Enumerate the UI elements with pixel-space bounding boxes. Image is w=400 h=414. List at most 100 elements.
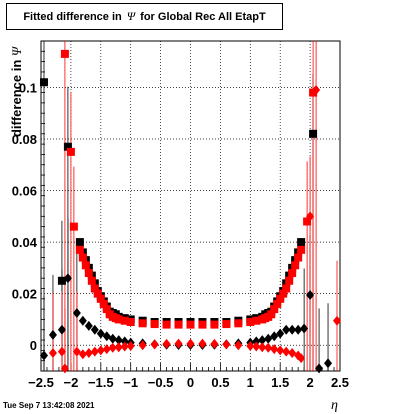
data-point [114,315,123,324]
data-point [126,318,135,327]
data-point [297,238,306,247]
data-point [294,324,303,335]
data-point [291,261,300,270]
x-tick-label: 1 [247,375,254,390]
chart-title-suffix: for Global Rec All EtapT [140,10,266,23]
data-point [309,129,318,138]
y-tick-label: 0.08 [12,132,37,147]
data-point [198,338,207,349]
data-point [288,347,297,358]
data-point [72,307,81,318]
y-tick-label: 0.04 [12,235,38,250]
data-point [270,331,279,342]
data-point [102,344,111,355]
data-point [267,310,276,319]
data-point [81,261,90,270]
data-point [303,217,312,226]
data-point [210,338,219,349]
data-point [288,269,297,278]
y-tick-label: 0.06 [12,184,37,199]
data-point [222,320,231,329]
data-point [150,339,159,350]
data-point [258,342,267,353]
chart-title-symbol: Ψ [126,9,136,23]
data-point [294,253,303,262]
chart-title-prefix: Fitted difference in [23,10,122,23]
data-point [234,340,243,351]
data-point [273,299,282,308]
data-point [333,315,342,326]
data-point [210,320,219,329]
data-point [84,320,93,331]
data-point [297,353,306,364]
x-tick-label: 2 [306,375,313,390]
data-point [87,276,96,285]
data-point [297,245,306,254]
data-point [198,320,207,329]
data-point [279,289,288,298]
data-point [285,276,294,285]
data-point [90,346,99,357]
data-point [96,345,105,356]
x-tick-label: −1.5 [88,375,114,390]
y-tick-label: 0.02 [12,287,37,302]
data-point [99,299,108,308]
data-point [270,344,279,355]
data-point [114,342,123,353]
data-point [39,350,48,361]
data-point [60,49,69,58]
data-point [57,324,66,335]
data-point [60,363,69,374]
data-point [288,324,297,335]
data-point [309,88,318,97]
y-tick-label: 0.1 [19,80,37,95]
x-tick-label: −2.5 [28,375,54,390]
data-point [150,320,159,329]
data-point [90,284,99,293]
data-point [75,245,84,254]
data-point [252,336,261,347]
y-tick-label: 0 [30,338,37,353]
timestamp: Tue Sep 7 13:42:08 2021 [3,401,95,410]
data-point [72,346,81,357]
x-tick-label: −0.5 [148,375,174,390]
data-point [102,305,111,314]
data-point [93,289,102,298]
data-point [186,320,195,329]
data-point [162,338,171,349]
data-point [63,273,72,284]
data-point [84,347,93,358]
data-point [120,341,129,352]
data-point [258,335,267,346]
data-point [78,315,87,326]
data-point [66,147,75,156]
data-point [276,328,285,339]
data-point [108,342,117,353]
data-point [63,142,72,151]
data-point [48,347,57,358]
data-point [120,316,129,325]
data-point [282,324,291,335]
data-point [246,340,255,351]
data-point [90,324,99,335]
data-point [57,276,66,285]
data-point [234,319,243,328]
data-point [96,294,105,303]
data-point [282,284,291,293]
data-point [306,289,315,300]
x-tick-label: 1.5 [271,375,289,390]
data-point [138,340,147,351]
data-point [174,338,183,349]
x-tick-label: 2.5 [331,375,349,390]
data-point [69,222,78,231]
data-point [162,320,171,329]
data-point [108,333,117,344]
data-point [264,342,273,353]
x-axis-label: η [331,398,338,413]
data-point [138,319,147,328]
data-point [252,341,261,352]
data-point [84,269,93,278]
data-point [186,338,195,349]
data-point [222,339,231,350]
